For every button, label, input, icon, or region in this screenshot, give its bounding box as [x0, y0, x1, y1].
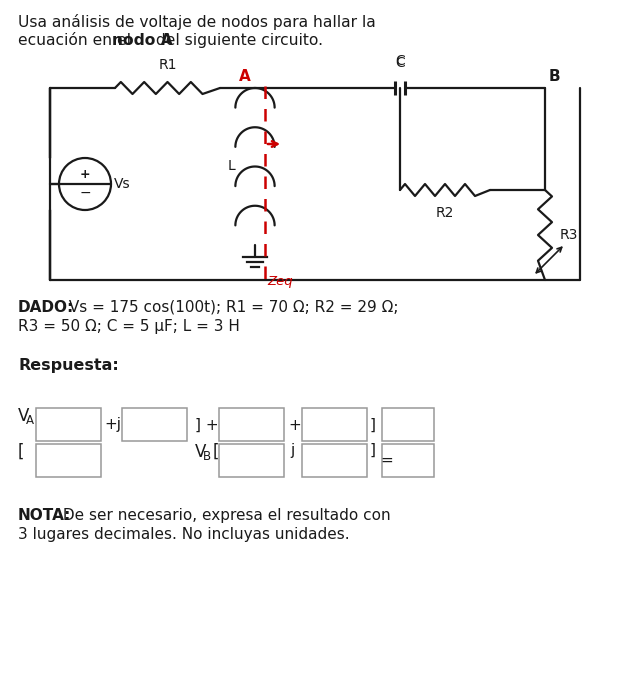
- Text: R1: R1: [158, 58, 177, 72]
- Text: 3 lugares decimales. No incluyas unidades.: 3 lugares decimales. No incluyas unidade…: [18, 527, 350, 542]
- Text: Vs: Vs: [114, 177, 130, 191]
- Text: del siguiente circuito.: del siguiente circuito.: [151, 33, 324, 48]
- Text: −: −: [79, 186, 91, 200]
- Text: ]: ]: [370, 443, 376, 458]
- Text: C: C: [395, 56, 405, 70]
- Text: Usa análisis de voltaje de nodos para hallar la: Usa análisis de voltaje de nodos para ha…: [18, 14, 376, 30]
- Bar: [36, 444, 101, 477]
- Bar: [302, 444, 367, 477]
- Text: Zeq: Zeq: [267, 275, 293, 288]
- Text: V: V: [18, 407, 29, 425]
- Text: B: B: [549, 69, 561, 84]
- Text: +: +: [288, 417, 301, 433]
- Text: =: =: [380, 452, 393, 468]
- Text: Vs = 175 cos(100t); R1 = 70 Ω; R2 = 29 Ω;: Vs = 175 cos(100t); R1 = 70 Ω; R2 = 29 Ω…: [64, 300, 399, 315]
- Text: C: C: [395, 54, 405, 68]
- Text: DADO:: DADO:: [18, 300, 74, 315]
- Bar: [382, 444, 434, 477]
- Text: ecuación en el: ecuación en el: [18, 33, 136, 48]
- Text: +j: +j: [104, 417, 121, 433]
- Bar: [302, 408, 367, 441]
- Bar: [219, 408, 284, 441]
- Text: ]: ]: [370, 417, 376, 433]
- Text: nodo A: nodo A: [112, 33, 173, 48]
- Text: L: L: [227, 160, 235, 174]
- Text: NOTA:: NOTA:: [18, 508, 71, 523]
- Text: R2: R2: [436, 206, 454, 220]
- Text: De ser necesario, expresa el resultado con: De ser necesario, expresa el resultado c…: [58, 508, 391, 523]
- Text: [: [: [213, 443, 219, 461]
- Text: +: +: [80, 169, 90, 181]
- Text: R3: R3: [560, 228, 578, 242]
- Text: A: A: [240, 69, 251, 84]
- Text: R3 = 50 Ω; C = 5 μF; L = 3 H: R3 = 50 Ω; C = 5 μF; L = 3 H: [18, 319, 240, 334]
- Text: ] +: ] +: [195, 417, 219, 433]
- Text: A: A: [26, 414, 34, 427]
- Bar: [382, 408, 434, 441]
- Bar: [219, 444, 284, 477]
- Bar: [36, 408, 101, 441]
- Text: B: B: [203, 450, 211, 463]
- Bar: [122, 408, 187, 441]
- Text: V: V: [195, 443, 206, 461]
- Text: [: [: [18, 443, 24, 461]
- Text: j: j: [290, 443, 294, 458]
- Text: Respuesta:: Respuesta:: [18, 358, 119, 373]
